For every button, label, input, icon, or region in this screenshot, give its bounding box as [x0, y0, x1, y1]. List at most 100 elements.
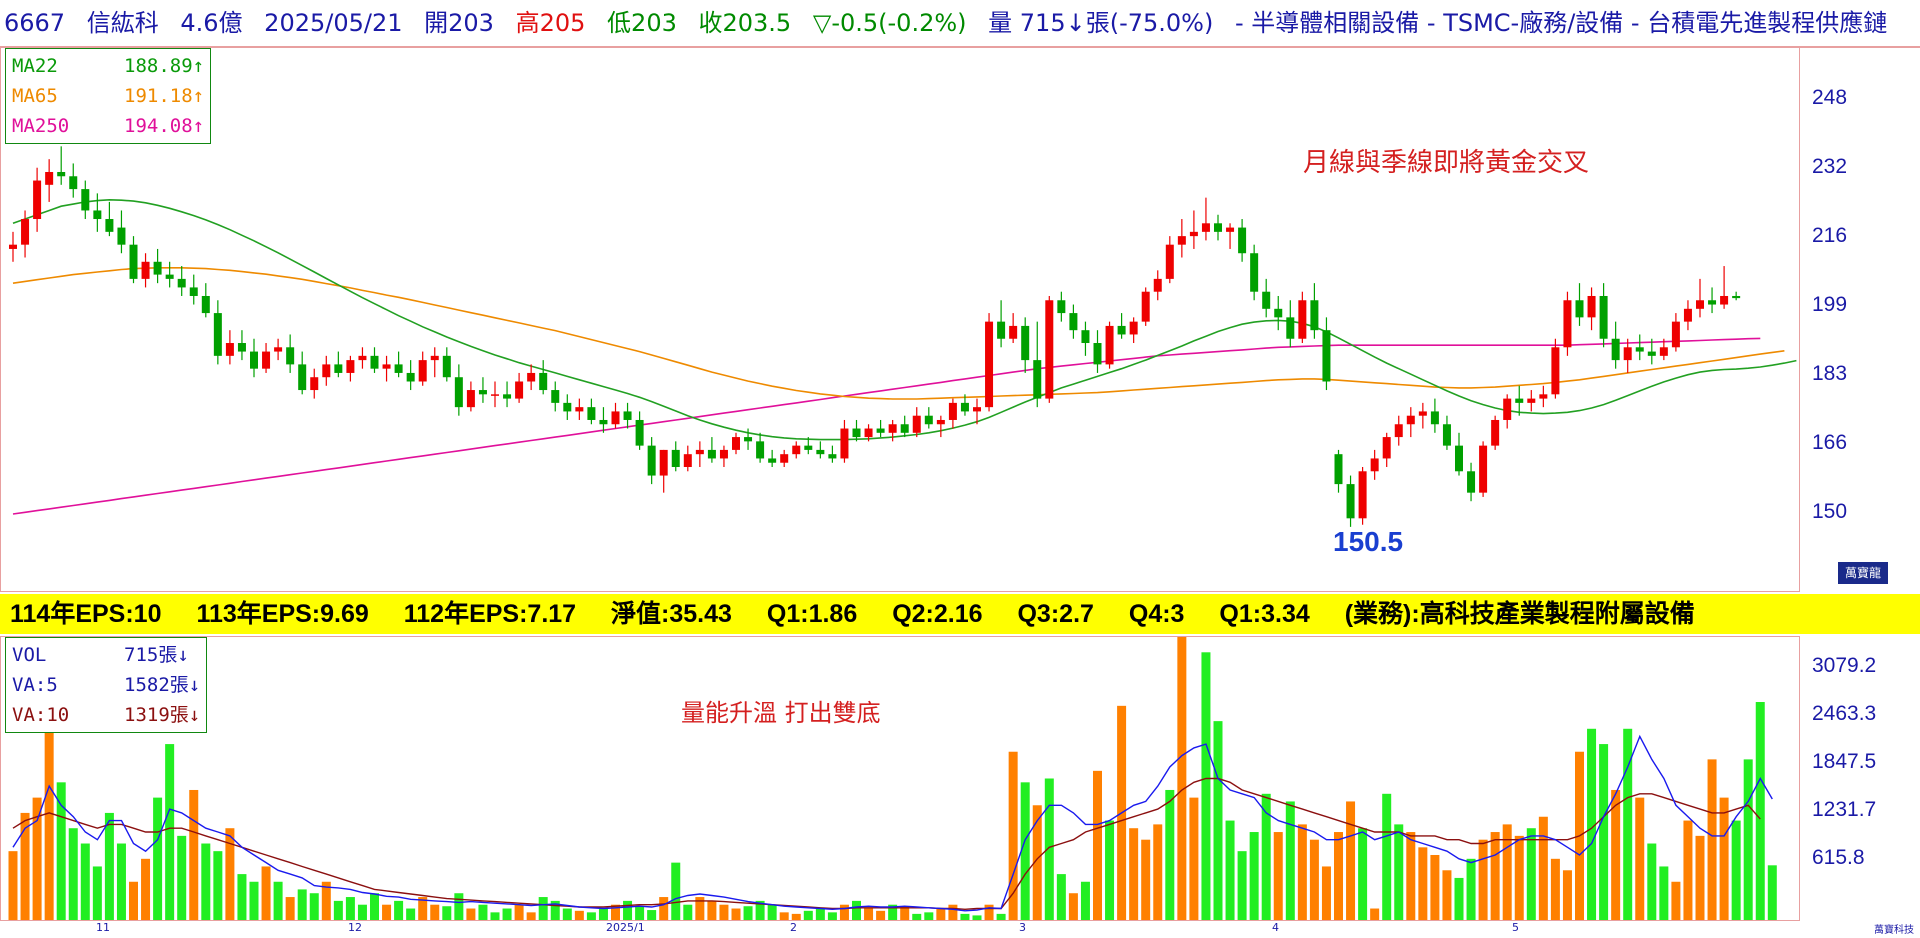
va10-legend-row: VA:10 1319張↓ [12, 700, 200, 730]
market-cap: 4.6億 [180, 9, 243, 37]
volume-bar [1466, 858, 1476, 920]
candle-body [1696, 300, 1704, 309]
candle-body [1021, 325, 1030, 361]
volume-bar [225, 828, 235, 920]
candle-body [1165, 244, 1174, 279]
candle-body [647, 445, 656, 476]
candle-body [141, 261, 150, 279]
date-tick: 2 [790, 921, 797, 934]
candle-body [1683, 308, 1692, 322]
candle-body [1647, 351, 1656, 356]
candle-body [551, 390, 560, 403]
candle-body [1105, 325, 1114, 365]
volume-bar [1550, 858, 1560, 920]
candle-body [539, 372, 548, 391]
ma22-label: MA22 [12, 55, 58, 77]
volume-bar [1358, 828, 1368, 920]
va10-line [12, 777, 1761, 911]
candle-body [985, 321, 994, 408]
va5-label: VA:5 [12, 674, 58, 696]
price-tick: 232 [1812, 155, 1848, 178]
candle-body [912, 415, 921, 433]
volume-bar [1297, 824, 1307, 920]
volume-bar [514, 904, 524, 920]
volume-chart[interactable] [1, 637, 1799, 920]
volume-bar [659, 897, 669, 920]
candle-body [9, 244, 17, 249]
volume-bar [598, 908, 608, 920]
volume-bar [996, 913, 1006, 920]
volume-bar [1141, 839, 1151, 920]
candle-body [997, 321, 1006, 339]
candle-body [21, 219, 30, 245]
candle-body [1659, 347, 1668, 356]
candle-body [1286, 317, 1295, 339]
volume-panel[interactable]: VOL 715張↓ VA:5 1582張↓ VA:10 1319張↓ 量能升溫 打出雙… [0, 636, 1800, 921]
price-tick: 166 [1812, 431, 1848, 454]
price-panel[interactable]: MA22 188.89↑ MA65 191.18↑ MA250 194.08↑ 月線與… [0, 47, 1800, 592]
volume-bar [1538, 816, 1548, 920]
candle-body [503, 394, 512, 399]
candle-body [165, 274, 174, 279]
candlestick-chart[interactable] [1, 48, 1799, 591]
high-price: 高205 [515, 9, 586, 37]
candle-body [177, 278, 186, 288]
volume-bar [574, 910, 584, 920]
candle-body [828, 454, 837, 459]
quote-header: 6667 信紘科 4.6億 2025/05/21 開203 高205 低203 … [0, 0, 1920, 47]
candle-body [876, 428, 885, 433]
eps-item: Q4:3 [1128, 600, 1185, 628]
volume-bar [1454, 877, 1464, 920]
volume-tick: 2463.3 [1812, 702, 1877, 725]
volume-bar [1309, 839, 1319, 920]
volume-bar [1249, 832, 1259, 920]
candle-body [382, 364, 391, 369]
volume-bar [213, 851, 223, 920]
volume-tick: 1231.7 [1812, 798, 1877, 821]
volume-bar [285, 897, 295, 920]
volume-bar [430, 904, 440, 920]
volume-bar [394, 900, 404, 920]
candle-body [1117, 325, 1126, 335]
volume-bar [635, 906, 645, 920]
volume-summary: 量 715↓張(-75.0%) [988, 9, 1214, 37]
volume-bar [116, 843, 126, 920]
footer-logo: 萬寶科技 [1874, 925, 1914, 936]
volume-bar [345, 897, 355, 920]
candle-body [298, 364, 307, 391]
candle-body [1479, 445, 1488, 493]
candle-body [744, 437, 753, 442]
volume-bar [1056, 874, 1066, 920]
volume-bar [454, 893, 464, 920]
volume-bar [731, 908, 741, 920]
volume-bar [1731, 820, 1741, 920]
candle-body [153, 261, 162, 275]
candle-body [900, 424, 909, 433]
volume-bar [803, 910, 813, 920]
candle-body [816, 449, 825, 455]
volume-bar [1237, 851, 1247, 920]
eps-item: Q1:3.34 [1219, 600, 1310, 628]
volume-bar [743, 906, 753, 920]
ma22-line [12, 198, 1797, 441]
ma-legend: MA22 188.89↑ MA65 191.18↑ MA250 194.08↑ [5, 48, 212, 144]
volume-bar [1382, 793, 1392, 920]
volume-bar [249, 881, 259, 920]
candle-body [840, 428, 849, 459]
volume-bar [502, 908, 512, 920]
volume-bar [852, 900, 861, 920]
ma250-label: MA250 [12, 115, 70, 137]
candle-body [1563, 300, 1572, 348]
date-tick: 12 [348, 921, 362, 934]
volume-bar [1346, 801, 1356, 920]
candle-body [1346, 484, 1355, 519]
volume-bar [1514, 835, 1524, 920]
volume-bar [827, 912, 837, 920]
ma65-label: MA65 [12, 85, 58, 107]
stock-name: 信紘科 [86, 9, 159, 37]
va5-legend-row: VA:5 1582張↓ [12, 670, 200, 700]
candle-body [527, 372, 536, 382]
candle-body [1057, 300, 1066, 314]
candle-body [370, 355, 379, 369]
volume-bar [418, 897, 428, 920]
